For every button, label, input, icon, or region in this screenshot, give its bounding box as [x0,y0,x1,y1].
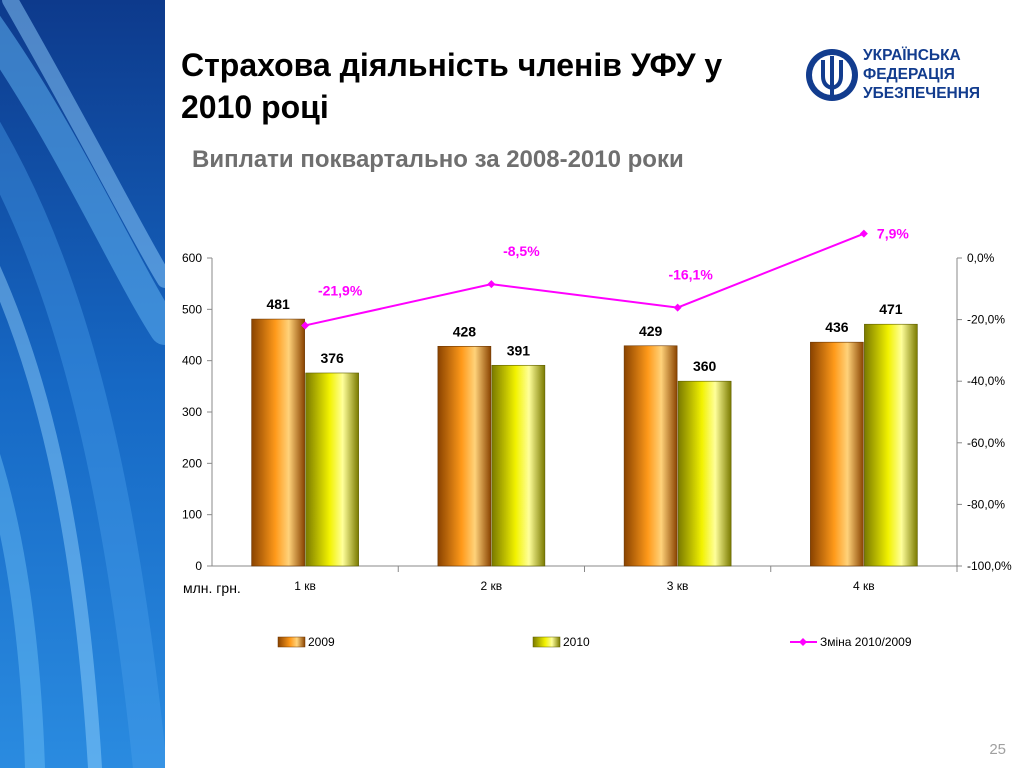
change-point [301,321,310,330]
y-left-tick-label: 300 [182,405,202,419]
y-right-tick-label: -40,0% [967,374,1005,388]
bar-2009-label: 428 [453,323,477,339]
slide-title: Страхова діяльність членів УФУ у 2010 ро… [181,47,723,125]
legend-label-change: Зміна 2010/2009 [820,635,912,649]
x-tick-label: 4 кв [853,579,875,593]
bar-2009-label: 436 [825,319,849,335]
legend-label-2010: 2010 [563,635,590,649]
change-label: -21,9% [318,282,363,298]
legend-swatch-2009 [277,636,306,648]
change-label: -8,5% [503,243,540,259]
change-label: -16,1% [668,267,713,283]
page-number: 25 [989,741,1006,758]
change-point [487,280,496,289]
bar-2010 [864,323,918,567]
y-right-tick-label: -100,0% [967,559,1012,573]
y-right-tick-label: -60,0% [967,436,1005,450]
bar-2009-label: 429 [639,323,663,339]
unit-label: млн. грн. [183,580,241,596]
bar-2010 [491,364,546,567]
change-label: 7,9% [877,226,909,242]
bar-2009 [623,345,678,567]
y-left-tick-label: 600 [182,251,202,265]
legend-marker-change [799,638,807,646]
x-tick-label: 2 кв [481,579,503,593]
bar-2009 [251,318,305,567]
change-point [859,229,868,238]
legend-label-2009: 2009 [308,635,335,649]
change-line [304,232,865,327]
logo-text-line: УКРАЇНСЬКА [863,47,961,64]
logo-emblem-icon [806,49,858,101]
bar-2009 [810,341,864,567]
ufu-logo [806,49,858,101]
y-left-tick-label: 500 [182,302,202,316]
y-right-tick-label: 0,0% [967,251,995,265]
y-left-tick-label: 200 [182,456,202,470]
y-right-tick-label: -20,0% [967,313,1005,327]
bar-2010 [677,380,732,567]
bar-2010-label: 471 [879,301,903,317]
bar-2010-label: 391 [507,342,531,358]
logo-text-line: УБЕЗПЕЧЕННЯ [863,85,981,102]
bar-2009 [437,345,492,567]
bar-2010-label: 376 [320,350,344,366]
decorative-left-band [0,0,165,768]
bar-2010 [305,372,359,567]
y-left-tick-label: 0 [195,559,202,573]
x-tick-label: 3 кв [667,579,689,593]
change-point [673,303,682,312]
x-tick-label: 1 кв [294,579,316,593]
y-left-tick-label: 100 [182,508,202,522]
legend-swatch-2010 [532,636,561,648]
bar-2010-label: 360 [693,358,717,374]
logo-text: УКРАЇНСЬКА ФЕДЕРАЦІЯ УБЕЗПЕЧЕННЯ [863,46,980,103]
y-right-tick-label: -80,0% [967,497,1005,511]
y-left-tick-label: 400 [182,354,202,368]
slide-subtitle: Виплати поквартально за 2008-2010 роки [192,146,684,173]
bar-2009-label: 481 [266,296,290,312]
logo-text-line: ФЕДЕРАЦІЯ [863,66,955,83]
